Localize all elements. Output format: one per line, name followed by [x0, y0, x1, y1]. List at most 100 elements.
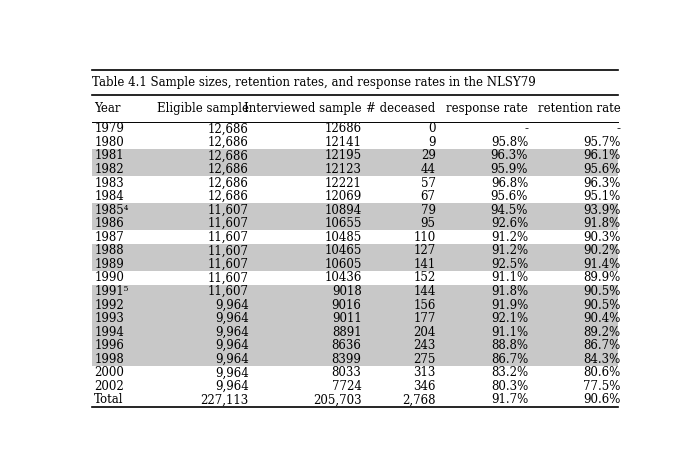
Bar — [92, 244, 618, 258]
Text: 1991⁵: 1991⁵ — [94, 285, 128, 298]
Text: 95.1%: 95.1% — [584, 190, 620, 203]
Text: -: - — [524, 122, 528, 135]
Text: 243: 243 — [413, 339, 436, 352]
Text: 1982: 1982 — [94, 163, 124, 176]
Text: 12,686: 12,686 — [208, 136, 249, 149]
Text: 91.9%: 91.9% — [491, 299, 528, 312]
Text: 95.6%: 95.6% — [583, 163, 620, 176]
Text: 1992: 1992 — [94, 299, 124, 312]
Text: 1989: 1989 — [94, 258, 124, 271]
Text: Total: Total — [94, 393, 123, 406]
Text: 90.6%: 90.6% — [583, 393, 620, 406]
Text: 12,686: 12,686 — [208, 149, 249, 162]
Text: 1988: 1988 — [94, 244, 124, 257]
Text: 79: 79 — [421, 204, 436, 217]
Text: Year: Year — [94, 102, 121, 115]
Bar — [92, 217, 618, 231]
Text: 29: 29 — [421, 149, 436, 162]
Text: 89.2%: 89.2% — [584, 326, 620, 339]
Text: 177: 177 — [413, 312, 436, 325]
Text: 88.8%: 88.8% — [491, 339, 528, 352]
Text: 86.7%: 86.7% — [491, 353, 528, 366]
Text: 12,686: 12,686 — [208, 163, 249, 176]
Text: 9,964: 9,964 — [215, 339, 249, 352]
Text: 2,768: 2,768 — [402, 393, 436, 406]
Bar — [92, 312, 618, 326]
Text: 1984: 1984 — [94, 190, 124, 203]
Text: 11,607: 11,607 — [208, 258, 249, 271]
Text: 8399: 8399 — [332, 353, 362, 366]
Text: 8033: 8033 — [332, 366, 362, 379]
Text: 10465: 10465 — [324, 244, 362, 257]
Text: 91.8%: 91.8% — [584, 217, 620, 230]
Bar — [92, 352, 618, 366]
Text: 9016: 9016 — [332, 299, 362, 312]
Bar — [92, 203, 618, 217]
Text: Interviewed sample: Interviewed sample — [244, 102, 362, 115]
Text: 9,964: 9,964 — [215, 380, 249, 393]
Text: 1996: 1996 — [94, 339, 124, 352]
Text: 91.7%: 91.7% — [491, 393, 528, 406]
Text: 9: 9 — [428, 136, 436, 149]
Text: 92.5%: 92.5% — [491, 258, 528, 271]
Text: 11,607: 11,607 — [208, 285, 249, 298]
Text: 9,964: 9,964 — [215, 299, 249, 312]
Text: 205,703: 205,703 — [313, 393, 362, 406]
Text: 1983: 1983 — [94, 177, 124, 190]
Bar — [92, 326, 618, 339]
Text: # deceased: # deceased — [367, 102, 436, 115]
Bar — [92, 339, 618, 352]
Text: 275: 275 — [413, 353, 436, 366]
Text: 10485: 10485 — [324, 231, 362, 244]
Text: 144: 144 — [413, 285, 436, 298]
Text: 57: 57 — [421, 177, 436, 190]
Text: 1980: 1980 — [94, 136, 124, 149]
Bar — [92, 285, 618, 298]
Text: 12,686: 12,686 — [208, 190, 249, 203]
Text: 96.3%: 96.3% — [491, 149, 528, 162]
Text: 91.2%: 91.2% — [491, 231, 528, 244]
Text: 95: 95 — [421, 217, 436, 230]
Text: 86.7%: 86.7% — [584, 339, 620, 352]
Text: 7724: 7724 — [332, 380, 362, 393]
Text: 92.1%: 92.1% — [491, 312, 528, 325]
Text: 91.8%: 91.8% — [491, 285, 528, 298]
Text: Eligible sample: Eligible sample — [157, 102, 249, 115]
Text: 9,964: 9,964 — [215, 353, 249, 366]
Text: 90.3%: 90.3% — [583, 231, 620, 244]
Text: 91.4%: 91.4% — [584, 258, 620, 271]
Text: 2000: 2000 — [94, 366, 124, 379]
Text: 96.3%: 96.3% — [583, 177, 620, 190]
Bar — [92, 258, 618, 271]
Text: 8891: 8891 — [332, 326, 362, 339]
Text: 90.2%: 90.2% — [584, 244, 620, 257]
Text: 1994: 1994 — [94, 326, 124, 339]
Text: 10894: 10894 — [324, 204, 362, 217]
Text: 95.8%: 95.8% — [491, 136, 528, 149]
Text: 12195: 12195 — [324, 149, 362, 162]
Text: 90.4%: 90.4% — [583, 312, 620, 325]
Text: 95.9%: 95.9% — [491, 163, 528, 176]
Text: 110: 110 — [414, 231, 436, 244]
Text: 1987: 1987 — [94, 231, 124, 244]
Text: 11,607: 11,607 — [208, 244, 249, 257]
Text: 91.1%: 91.1% — [491, 326, 528, 339]
Text: 12686: 12686 — [324, 122, 362, 135]
Text: 90.5%: 90.5% — [583, 299, 620, 312]
Text: 204: 204 — [413, 326, 436, 339]
Text: 141: 141 — [414, 258, 436, 271]
Text: 91.1%: 91.1% — [491, 272, 528, 285]
Text: 313: 313 — [413, 366, 436, 379]
Text: 12123: 12123 — [324, 163, 362, 176]
Text: 227,113: 227,113 — [200, 393, 249, 406]
Text: 44: 44 — [421, 163, 436, 176]
Text: 8636: 8636 — [332, 339, 362, 352]
Text: 9,964: 9,964 — [215, 326, 249, 339]
Text: 10655: 10655 — [324, 217, 362, 230]
Text: 83.2%: 83.2% — [491, 366, 528, 379]
Text: 80.6%: 80.6% — [584, 366, 620, 379]
Text: 1998: 1998 — [94, 353, 124, 366]
Text: 1986: 1986 — [94, 217, 124, 230]
Text: response rate: response rate — [446, 102, 528, 115]
Text: 9018: 9018 — [332, 285, 362, 298]
